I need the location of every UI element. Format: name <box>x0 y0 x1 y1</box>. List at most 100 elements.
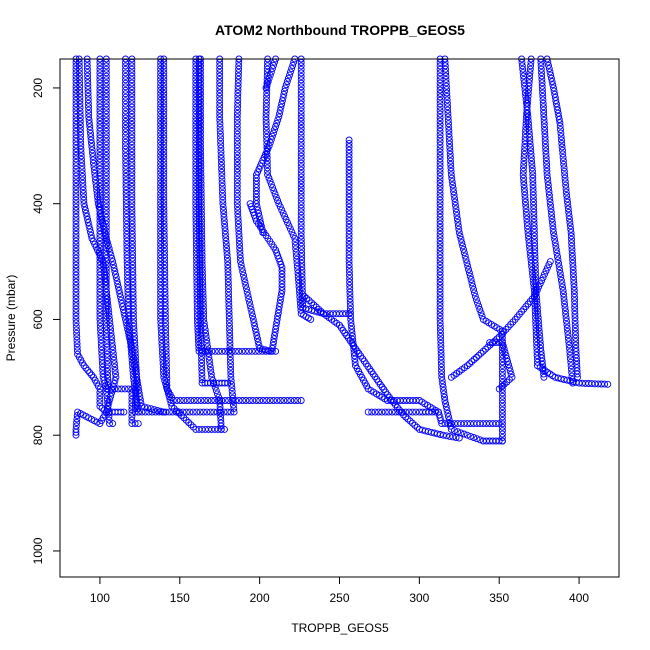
data-point <box>273 319 281 327</box>
data-point <box>229 398 237 406</box>
data-point <box>502 351 510 359</box>
data-point <box>445 416 453 424</box>
data-point <box>129 244 136 252</box>
data-point <box>72 244 80 252</box>
data-point <box>196 237 203 245</box>
data-point <box>129 305 137 313</box>
data-point <box>550 232 558 240</box>
data-point <box>128 176 136 184</box>
data-point <box>436 186 444 194</box>
data-point <box>129 295 137 303</box>
data-point <box>131 346 139 354</box>
data-point <box>128 86 136 94</box>
data-point <box>102 93 110 101</box>
data-point <box>195 148 203 156</box>
data-point <box>233 200 241 208</box>
data-point <box>224 261 232 269</box>
data-point <box>128 134 136 142</box>
data-point <box>310 301 318 309</box>
data-point <box>274 312 282 320</box>
data-point <box>530 280 538 288</box>
data-point <box>195 62 203 70</box>
data-point <box>76 93 84 101</box>
data-point <box>471 292 479 300</box>
data-point <box>198 261 206 269</box>
data-point <box>161 258 169 266</box>
data-point <box>299 294 306 302</box>
data-point <box>157 309 165 317</box>
data-point <box>537 344 545 352</box>
data-point <box>252 200 260 208</box>
data-point <box>122 118 129 125</box>
data-point <box>96 392 104 400</box>
data-point <box>173 397 181 404</box>
data-point <box>540 113 548 121</box>
data-point <box>436 124 444 132</box>
data-point <box>222 237 230 245</box>
data-point <box>128 138 136 146</box>
data-point <box>197 397 205 404</box>
data-point <box>195 179 203 187</box>
data-point <box>85 222 93 230</box>
data-point <box>289 61 297 69</box>
data-point <box>262 116 270 124</box>
data-point <box>298 270 306 278</box>
data-point <box>128 158 136 166</box>
data-point <box>127 339 135 347</box>
data-point <box>520 79 528 87</box>
data-point <box>282 81 290 89</box>
data-point <box>195 138 203 146</box>
data-point <box>198 254 206 262</box>
data-point <box>539 103 547 111</box>
data-point <box>447 167 455 175</box>
data-point <box>351 355 359 363</box>
data-point <box>161 254 169 262</box>
data-point <box>262 123 270 131</box>
data-point <box>436 234 444 242</box>
data-point <box>160 107 168 115</box>
data-point <box>161 288 169 296</box>
data-point <box>568 246 576 254</box>
data-point <box>555 259 563 267</box>
data-point <box>254 206 262 214</box>
data-point <box>116 290 124 298</box>
data-point <box>532 273 540 281</box>
data-point <box>160 145 168 153</box>
data-point <box>186 408 194 416</box>
data-point <box>474 299 481 307</box>
data-point <box>102 315 110 323</box>
data-point <box>243 285 250 293</box>
data-point <box>72 319 80 327</box>
data-point <box>439 431 447 439</box>
data-point <box>90 159 97 167</box>
data-point <box>413 423 421 431</box>
data-point <box>169 397 177 404</box>
data-point <box>118 385 126 393</box>
data-point <box>568 239 576 247</box>
data-point <box>129 309 137 317</box>
data-point <box>162 340 170 348</box>
data-point <box>77 145 85 153</box>
data-point <box>102 141 110 149</box>
data-point <box>557 129 565 137</box>
data-point <box>566 222 574 230</box>
data-point <box>106 322 114 330</box>
data-point <box>551 239 559 247</box>
data-point <box>103 347 111 355</box>
data-point <box>470 289 478 297</box>
data-point <box>102 196 110 204</box>
data-point <box>228 387 236 395</box>
data-point <box>498 396 506 404</box>
data-point <box>76 107 84 115</box>
data-point <box>72 179 80 187</box>
data-point <box>76 97 84 105</box>
data-point <box>532 280 540 288</box>
data-point <box>298 253 306 261</box>
data-point <box>347 312 355 320</box>
data-point <box>128 72 136 80</box>
data-point <box>230 408 238 416</box>
data-point <box>443 89 451 97</box>
data-point <box>195 93 203 101</box>
data-point <box>124 278 132 286</box>
data-point <box>88 146 96 154</box>
